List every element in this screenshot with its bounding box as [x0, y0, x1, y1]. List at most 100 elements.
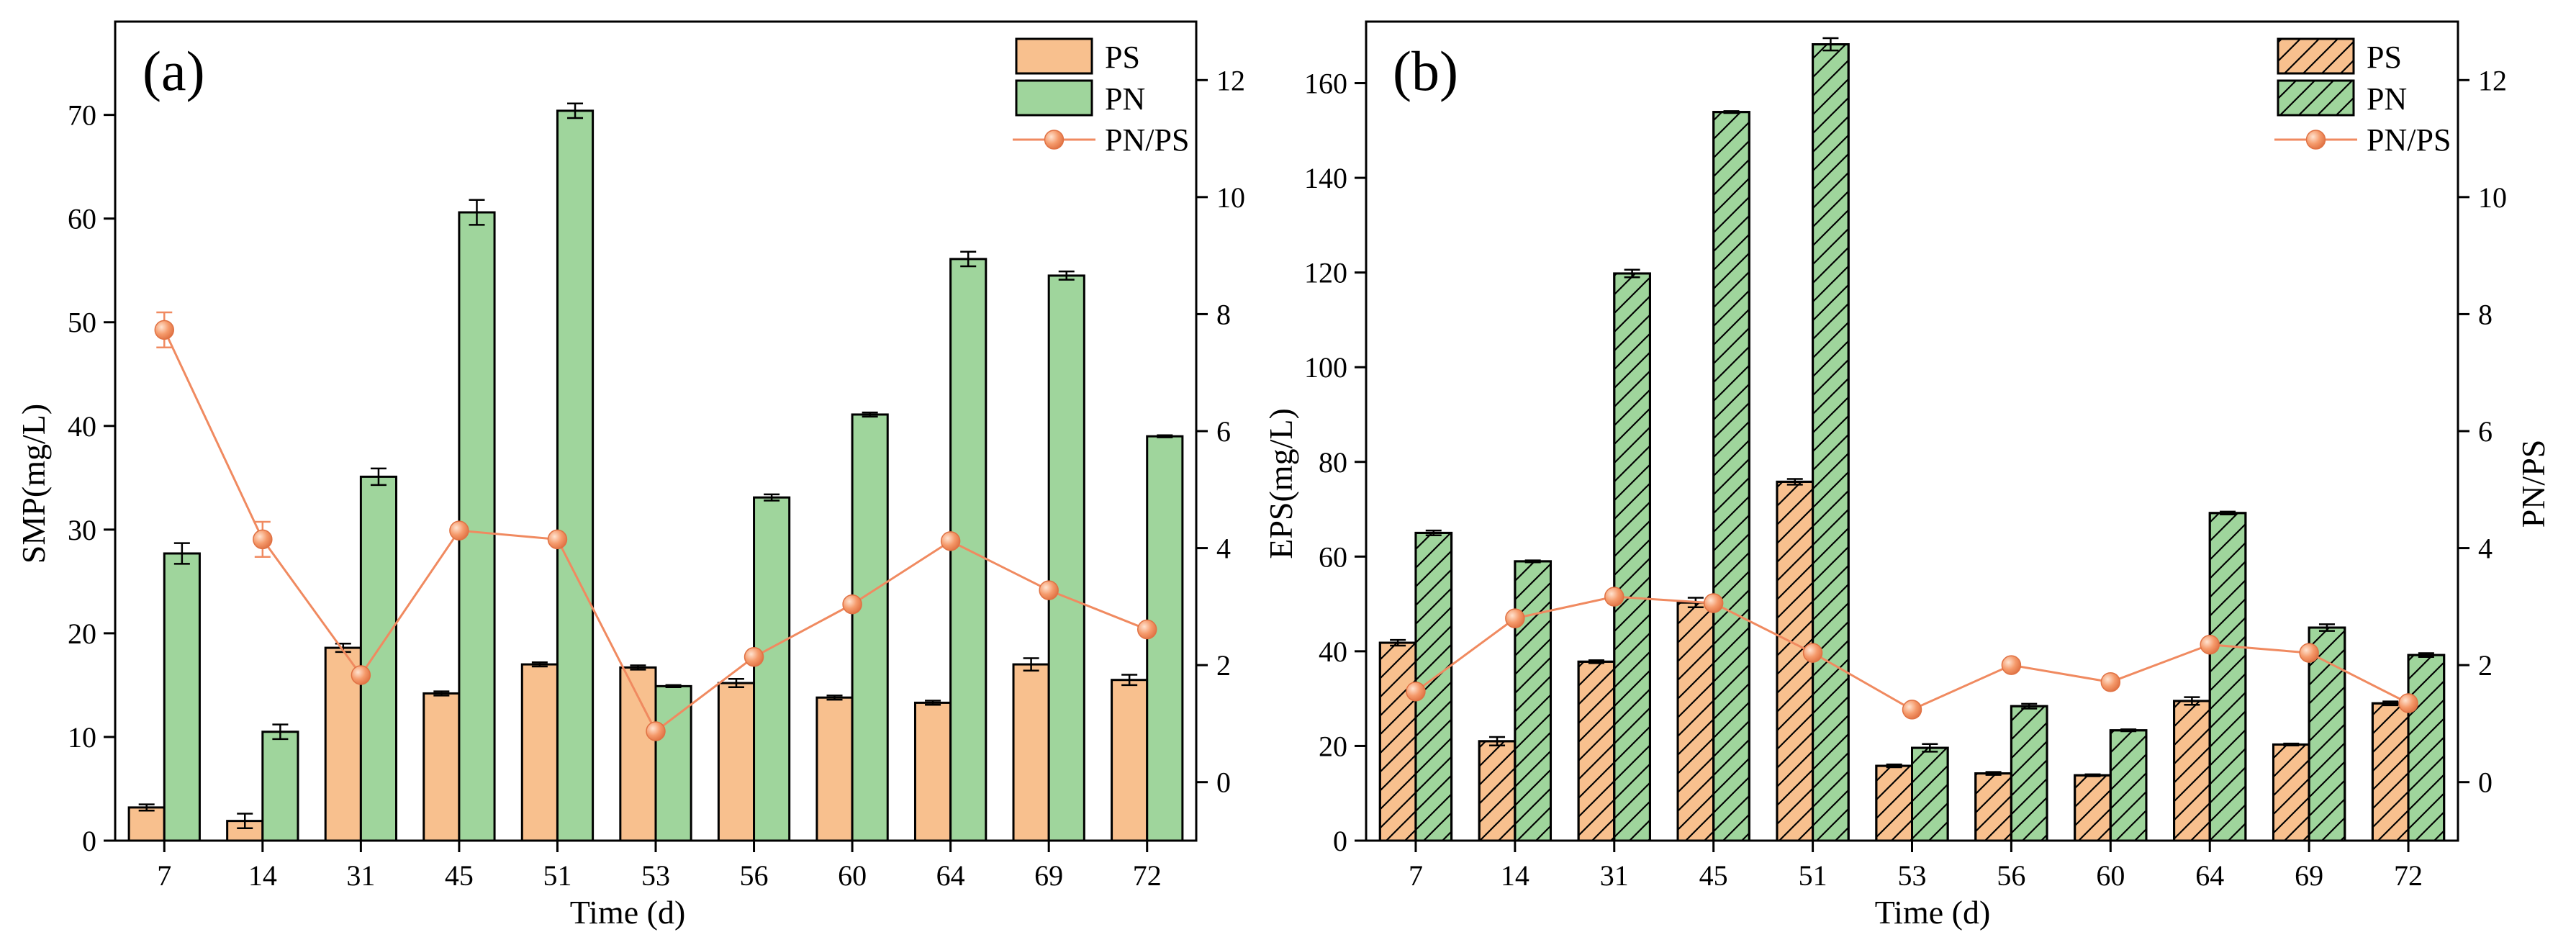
bar-ps-72 — [1111, 679, 1149, 842]
error-bar-ps-45 — [433, 690, 450, 697]
y2-tick-label: 12 — [1216, 64, 1245, 96]
bar-pn-72 — [1146, 435, 1184, 842]
y2-axis-title: PN/PS — [2515, 440, 2552, 528]
x-tick-label: 56 — [1997, 859, 2025, 892]
error-bar-ps-31 — [1588, 659, 1604, 664]
point-pn-ps-64 — [2200, 634, 2220, 655]
x-tick-label: 53 — [641, 859, 670, 892]
y2-tick-label: 4 — [1216, 533, 1231, 565]
point-pn-ps-7 — [154, 320, 175, 340]
bar-ps-51 — [520, 663, 559, 842]
bar-pn-14 — [261, 731, 299, 842]
error-bar-ps-51 — [1786, 478, 1803, 486]
bar-hatch-ps-53 — [1875, 764, 1914, 842]
y2-tick-label: 0 — [1216, 767, 1231, 799]
x-tick-label: 69 — [1034, 859, 1063, 892]
x-tick-label: 7 — [1409, 859, 1423, 892]
y-tick-label: 160 — [1304, 68, 1347, 100]
error-bar-ps-14 — [1489, 736, 1506, 747]
error-bar-pn-64 — [2220, 510, 2236, 516]
x-tick-label: 53 — [1898, 859, 1927, 892]
bar-ps-56 — [717, 682, 756, 842]
y-axis-title: EPS(mg/L) — [1262, 408, 1299, 559]
legend-item-pn: PN — [2277, 79, 2407, 117]
y-tick-label: 20 — [1319, 730, 1347, 762]
point-pn-ps-7 — [1406, 681, 1426, 702]
bar-ps-45 — [422, 692, 461, 842]
legend-item-ps: PS — [2277, 37, 2402, 75]
legend: PS PN PN/PS — [1013, 37, 1189, 158]
x-tick-label: 51 — [1799, 859, 1827, 892]
error-bar-ps-53 — [1886, 763, 1902, 769]
bar-ps-60 — [815, 696, 854, 842]
bar-hatch-pn-64 — [2208, 512, 2247, 842]
y-tick-label: 60 — [1319, 541, 1347, 573]
bar-hatch-ps-72 — [2371, 702, 2410, 842]
error-bar-pn-31 — [370, 467, 387, 487]
point-pn-ps-60 — [2100, 672, 2121, 692]
point-pn-ps-72 — [1136, 619, 1157, 640]
bar-pn-64 — [949, 258, 988, 842]
legend-label: PN — [1105, 81, 1145, 117]
x-tick-label: 72 — [1133, 859, 1162, 892]
error-bar-ps-69 — [1023, 657, 1039, 672]
error-bar-pn-51 — [1822, 37, 1839, 52]
bar-ps-64 — [913, 701, 952, 842]
bar-pn-60 — [851, 413, 889, 842]
y-tick-label: 100 — [1304, 351, 1347, 384]
bar-hatch-ps-14 — [1478, 740, 1517, 842]
x-tick-label: 14 — [248, 859, 277, 892]
bar-hatch-pn-56 — [2010, 705, 2048, 842]
legend-label: PN/PS — [2367, 122, 2451, 158]
y2-tick-label: 2 — [2478, 649, 2493, 682]
point-pn-ps-45 — [1703, 593, 1724, 613]
error-bar-pn-14 — [1524, 559, 1541, 564]
error-bar-ps-56 — [728, 678, 744, 689]
point-pn-ps-53 — [1902, 700, 1922, 720]
bar-hatch-ps-56 — [1974, 772, 2012, 842]
panel-label: (a) — [143, 40, 205, 102]
y2-tick-label: 6 — [1216, 415, 1231, 448]
point-pn-ps-31 — [1604, 587, 1624, 607]
x-tick-label: 7 — [157, 859, 171, 892]
x-tick-label: 64 — [936, 859, 965, 892]
error-bar-ps-72 — [1121, 674, 1138, 687]
y2-tick-label: 8 — [1216, 298, 1231, 330]
x-axis-title: Time (d) — [1875, 894, 1991, 931]
bar-hatch-pn-53 — [1911, 746, 1949, 842]
legend-swatch — [1015, 79, 1093, 117]
y-tick-label: 120 — [1304, 257, 1347, 289]
error-bar-ps-72 — [2382, 700, 2399, 707]
y-tick-label: 80 — [1319, 446, 1347, 479]
panel-label: (b) — [1393, 40, 1458, 102]
error-bar-pn-60 — [2120, 728, 2137, 733]
point-pn-ps-53 — [646, 721, 666, 741]
error-bar-pn-64 — [960, 250, 977, 268]
point-pn-ps-69 — [1039, 580, 1059, 600]
panel-b: (b) Time (d) EPS(mg/L) PN/PS 02040608010… — [1262, 20, 2552, 931]
bar-ps-53 — [619, 666, 657, 842]
x-axis-title: Time (d) — [570, 894, 686, 931]
bar-hatch-pn-60 — [2109, 729, 2148, 842]
error-bar-ps-7 — [138, 803, 155, 812]
legend-item-pn-ps: PN/PS — [2274, 122, 2451, 158]
panel-a: (a) Time (d) SMP(mg/L) 0 10 20 30 40 50 60 70 0 2… — [15, 20, 1245, 931]
legend-marker — [1044, 130, 1065, 150]
point-pn-ps-72 — [2398, 693, 2418, 713]
bar-pn-7 — [163, 552, 201, 842]
point-pn-ps-51 — [547, 529, 568, 550]
legend: PS PN PN/PS — [2274, 37, 2451, 158]
y-tick-label: 40 — [68, 410, 96, 443]
x-tick-label: 31 — [1600, 859, 1629, 892]
bar-hatch-pn-51 — [1812, 43, 1850, 842]
error-bar-pn-51 — [567, 102, 584, 119]
error-bar-ps-7 — [1390, 638, 1406, 647]
x-tick-label: 45 — [1699, 859, 1728, 892]
bar-hatch-pn-31 — [1613, 272, 1651, 842]
x-tick-label: 56 — [740, 859, 769, 892]
legend-swatch-hatch — [2277, 37, 2355, 75]
bar-pn-56 — [753, 496, 791, 842]
y-tick-label: 10 — [68, 721, 96, 754]
error-bar-ps-69 — [2283, 742, 2300, 747]
error-bar-pn-7 — [1425, 529, 1442, 536]
